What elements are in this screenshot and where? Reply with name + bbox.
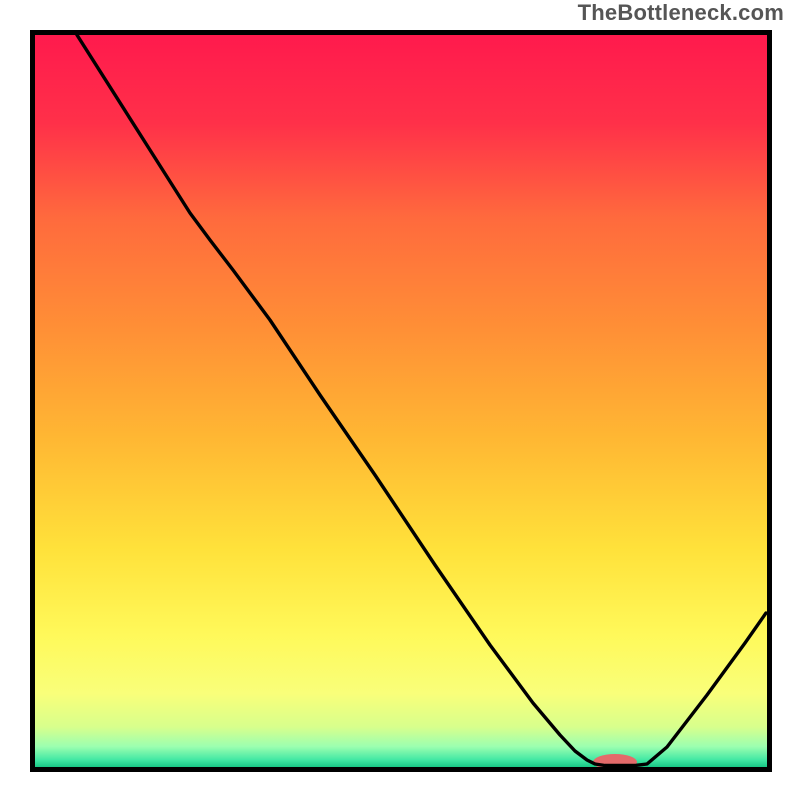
watermark-text: TheBottleneck.com xyxy=(578,0,784,26)
chart-root: TheBottleneck.com xyxy=(0,0,800,800)
chart-plot-svg xyxy=(35,35,767,767)
